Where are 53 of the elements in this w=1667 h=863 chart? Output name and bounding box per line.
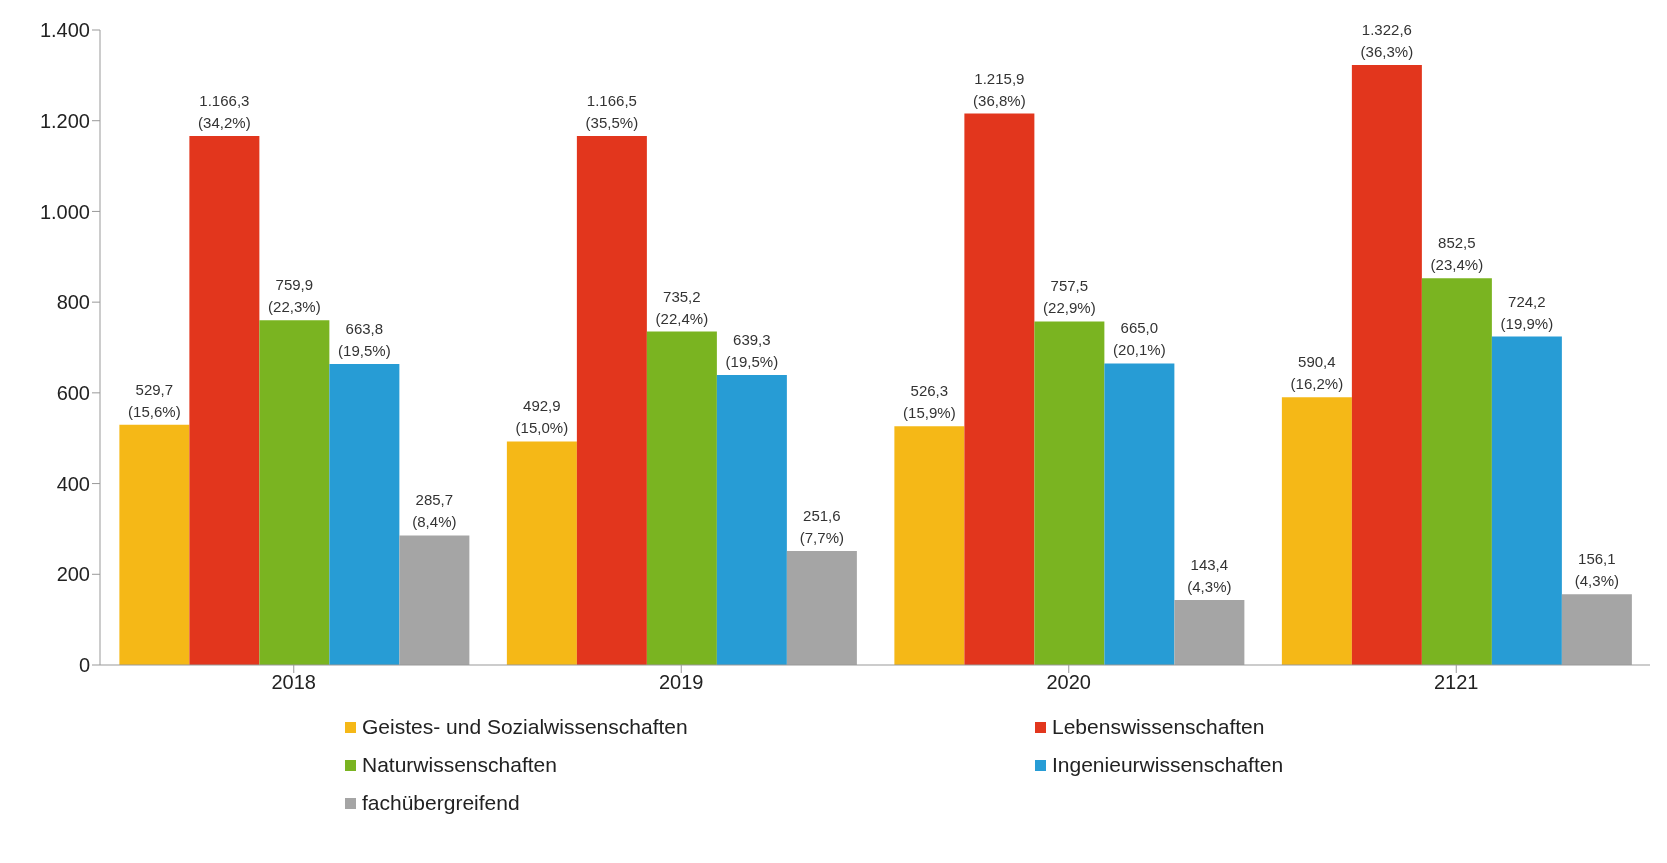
x-tick-label: 2018: [271, 671, 316, 694]
bar: [259, 320, 330, 665]
bar: [1351, 65, 1422, 665]
bar: [716, 375, 787, 665]
legend-label: fachübergreifend: [362, 791, 520, 815]
data-label: 852,5 (23,4%): [1430, 234, 1484, 274]
bar: [189, 136, 260, 665]
y-tick-label: 1.000: [39, 200, 90, 223]
bar: [1104, 363, 1175, 665]
x-tick-label: 2019: [659, 671, 704, 694]
data-label: 285,7 (8,4%): [412, 491, 457, 531]
y-tick-label: 0: [78, 654, 90, 677]
bar: [1034, 321, 1105, 665]
x-tick-label: 2020: [1046, 671, 1091, 694]
data-label: 663,8 (19,5%): [338, 319, 391, 359]
data-label: 1.166,5 (35,5%): [585, 91, 639, 131]
data-label: 759,9 (22,3%): [268, 276, 321, 316]
bar: [1281, 397, 1352, 665]
y-tick-label: 800: [56, 291, 90, 314]
data-label: 735,2 (22,4%): [655, 287, 709, 327]
x-tick-label: 2121: [1434, 671, 1479, 694]
y-tick-label: 400: [56, 472, 90, 495]
legend-label: Geistes- und Sozialwissenschaften: [362, 715, 688, 739]
bar: [119, 424, 190, 665]
y-tick-label: 1.400: [39, 19, 90, 42]
bar: [329, 363, 400, 665]
data-label: 1.215,9 (36,8%): [973, 69, 1026, 109]
bar: [894, 426, 965, 665]
legend-label: Lebenswissenschaften: [1052, 715, 1265, 739]
bar: [964, 113, 1035, 665]
legend-label: Naturwissenschaften: [362, 753, 557, 777]
data-label: 143,4 (4,3%): [1187, 555, 1232, 595]
data-label: 526,3 (15,9%): [903, 382, 956, 422]
y-tick-label: 600: [56, 381, 90, 404]
data-label: 492,9 (15,0%): [515, 397, 569, 437]
data-label: 724,2 (19,9%): [1500, 292, 1554, 332]
y-tick-label: 1.200: [39, 109, 90, 132]
y-tick-label: 200: [56, 563, 90, 586]
data-label: 639,3 (19,5%): [725, 331, 779, 371]
data-label: 156,1 (4,3%): [1574, 550, 1619, 590]
data-label: 665,0 (20,1%): [1113, 319, 1166, 359]
data-label: 1.322,6 (36,3%): [1360, 21, 1414, 61]
data-label: 529,7 (15,6%): [128, 380, 181, 420]
data-label: 590,4 (16,2%): [1290, 353, 1344, 393]
data-label: 251,6 (7,7%): [799, 506, 844, 546]
bar: [646, 331, 717, 665]
data-label: 1.166,3 (34,2%): [198, 92, 251, 131]
bar: [506, 441, 577, 665]
legend-label: Ingenieurwissenschaften: [1052, 753, 1284, 777]
bar: [576, 135, 647, 665]
data-label: 757,5 (22,9%): [1043, 277, 1096, 317]
bar: [1491, 336, 1562, 665]
bar: [1421, 278, 1492, 665]
